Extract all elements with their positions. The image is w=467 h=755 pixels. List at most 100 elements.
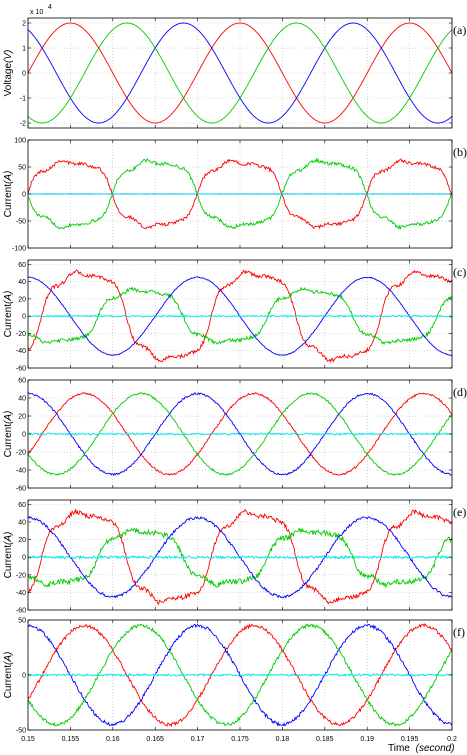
x-tick-label: 0.175 [231, 736, 249, 743]
series-line-2 [28, 286, 452, 346]
y-tick-label: 0 [22, 432, 26, 439]
series-group [28, 392, 452, 477]
y-tick-label: 100 [14, 138, 26, 145]
x-tick-label: 0.185 [316, 736, 334, 743]
y-tick-label: 40 [18, 279, 26, 286]
y-tick-label: -40 [16, 590, 26, 597]
panel-f: -50 0 50 Current(A) (f) [3, 618, 465, 735]
grid [27, 500, 453, 611]
x-tick-label: 0.17 [191, 736, 205, 743]
panel-label: (e) [453, 505, 466, 519]
panel-a: -2 -1 0 1 2 Voltage(V) x 10 4 (a) [3, 4, 466, 129]
y-tick-label: -50 [16, 219, 26, 226]
series-group [28, 22, 452, 124]
x-axis-label-unit: (second) [416, 743, 455, 754]
series-group [28, 508, 452, 606]
y-axis-label-name: Current [3, 424, 14, 458]
y-tick-label: 0 [22, 673, 26, 680]
panel-c: -60 -40 -20 0 20 40 60 Current(A) (c) [3, 259, 466, 373]
y-tick-label: 50 [18, 165, 26, 172]
series-line-4 [28, 672, 452, 678]
y-axis-label-unit: (A) [3, 652, 14, 665]
series-line-4 [28, 314, 452, 318]
series-line-3 [28, 22, 452, 124]
y-axis-label-unit: (A) [3, 411, 14, 424]
y-axis-label-name: Current [3, 184, 14, 218]
y-tick-label: 40 [18, 396, 26, 403]
y-tick-label: -40 [16, 348, 26, 355]
series-line-2 [28, 157, 452, 231]
panel-d: -60 -40 -20 0 20 40 60 Current(A) (d) [3, 378, 467, 493]
x-tick-label: 0.195 [401, 736, 419, 743]
panel-label: (c) [453, 265, 466, 279]
series-line-4 [28, 193, 452, 195]
panel-label: (a) [453, 23, 466, 37]
y-tick-label: 40 [18, 520, 26, 527]
y-axis-label: Current(A) [3, 411, 14, 458]
y-tick-label: -50 [16, 728, 26, 735]
y-tick-label: 1 [22, 46, 26, 53]
y-axis-label: Current(A) [3, 652, 14, 699]
y-tick-label: -1 [20, 96, 26, 103]
y-tick-label: 2 [22, 21, 26, 28]
panels: -2 -1 0 1 2 Voltage(V) x 10 4 (a) -100 -50 0 50 100 Cu… [3, 4, 467, 735]
series-line-3 [28, 623, 452, 727]
series-line-4 [28, 554, 452, 560]
panel-label: (f) [453, 625, 465, 639]
y-tick-label: -60 [16, 608, 26, 615]
y-axis-label-unit: (A) [3, 532, 14, 545]
series-line-3 [28, 515, 452, 599]
y-tick-label: -60 [16, 366, 26, 373]
y-axis-label-name: Voltage [3, 63, 14, 97]
panel-b: -100 -50 0 50 100 Current(A) (b) [3, 138, 467, 253]
y-axis-label-name: Current [3, 304, 14, 338]
y-tick-label: -100 [12, 246, 26, 253]
series-line-1 [28, 392, 452, 477]
series-line-1 [28, 158, 452, 230]
y-tick-label: 60 [18, 502, 26, 509]
y-tick-label: -60 [16, 486, 26, 493]
panel-label: (b) [453, 145, 467, 159]
x-tick-label: 0.15 [21, 736, 35, 743]
panel-label: (d) [453, 385, 467, 399]
series-line-4 [28, 432, 452, 436]
y-tick-label: 60 [18, 378, 26, 385]
y-tick-label: -20 [16, 331, 26, 338]
y-tick-label: 0 [22, 192, 26, 199]
y-axis-label-name: Current [3, 665, 14, 699]
x-tick-label: 0.16 [106, 736, 120, 743]
x-tick-label: 0.155 [62, 736, 80, 743]
y-axis-label-unit: (A) [3, 291, 14, 304]
series-group [28, 269, 452, 364]
y-tick-label: 50 [18, 618, 26, 625]
y-axis-label: Current(A) [3, 532, 14, 579]
x-tick-label: 0.19 [360, 736, 374, 743]
y-tick-label: -2 [20, 121, 26, 128]
y-tick-label: 20 [18, 296, 26, 303]
series-line-2 [28, 527, 452, 589]
y-tick-label: 20 [18, 414, 26, 421]
series-line-1 [28, 508, 452, 606]
y-tick-label: 0 [22, 555, 26, 562]
y-tick-label: -40 [16, 468, 26, 475]
y-tick-label: 60 [18, 262, 26, 269]
y-tick-label: 20 [18, 537, 26, 544]
y-tick-label: 0 [22, 314, 26, 321]
x-axis: 0.15 0.155 0.16 0.165 0.17 0.175 0.18 0.185 0.19… [21, 736, 457, 743]
x-axis-label: Time (second) [388, 743, 455, 754]
x-axis-label-name: Time [388, 743, 410, 754]
x-tick-label: 0.2 [447, 736, 457, 743]
y-axis-label-name: Current [3, 545, 14, 579]
y-axis-label-unit: (V) [3, 50, 14, 63]
series-line-1 [28, 269, 452, 364]
y-axis-label: Current(A) [3, 291, 14, 338]
x-tick-label: 0.18 [276, 736, 290, 743]
series-line-2 [28, 623, 452, 727]
panel-e: -60 -40 -20 0 20 40 60 Current(A) (e) [3, 499, 466, 615]
series-group [28, 157, 452, 231]
y-tick-label: 0 [22, 71, 26, 78]
series-group [28, 623, 452, 728]
y-tick-label: -20 [16, 450, 26, 457]
x-tick-label: 0.165 [146, 736, 164, 743]
